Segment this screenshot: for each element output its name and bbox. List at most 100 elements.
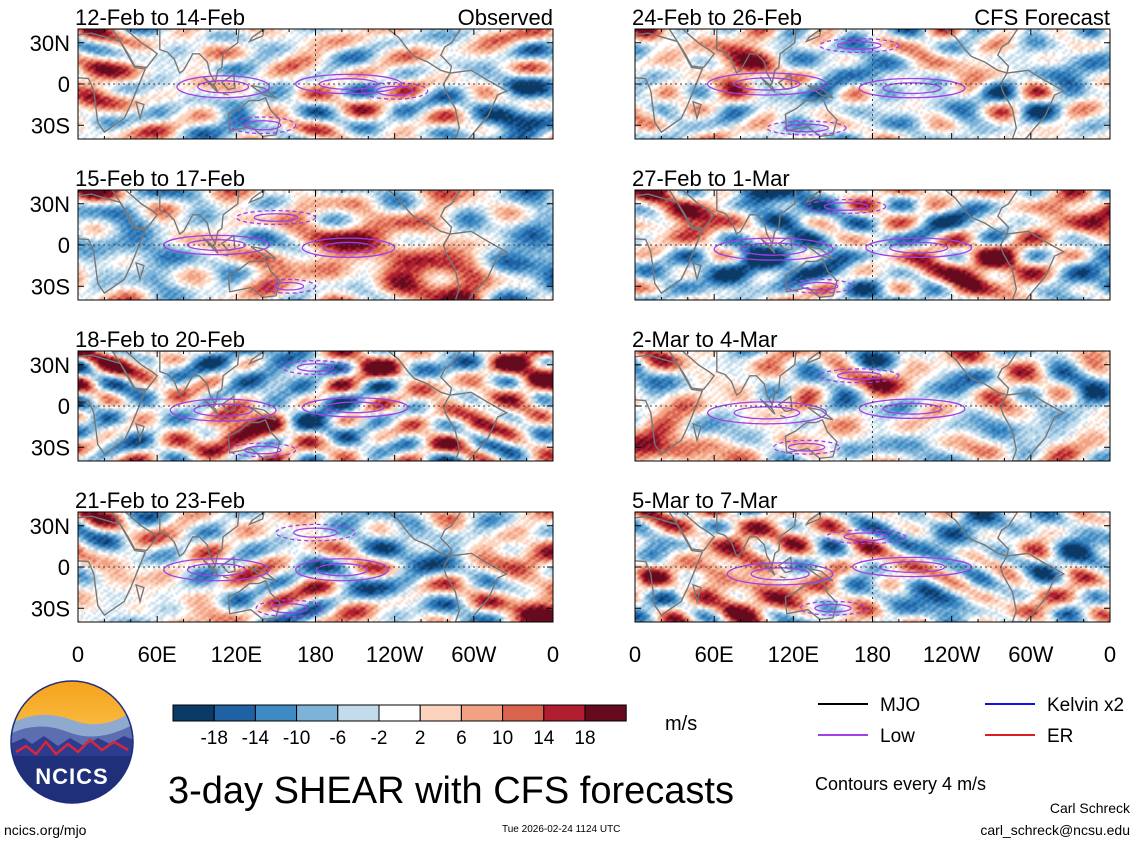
- low-contour: [243, 120, 282, 131]
- low-contour: [814, 603, 852, 613]
- x-tick-label: 120W: [366, 642, 424, 667]
- colorbar-label: 10: [492, 728, 513, 749]
- colorbar-label: -2: [371, 728, 388, 749]
- logo-graphic: NCICS: [10, 680, 134, 804]
- low-contour: [176, 75, 270, 99]
- x-tick-label: 120W: [923, 642, 981, 667]
- low-contour: [766, 120, 847, 136]
- x-tick-label: 0: [72, 642, 84, 667]
- colorbar-swatch: [213, 704, 256, 722]
- coastline: [635, 193, 704, 295]
- coastline: [220, 73, 236, 91]
- panel-title: 27-Feb to 1-Mar: [632, 166, 790, 191]
- coastline: [227, 579, 281, 621]
- panel-tag: Observed: [458, 5, 553, 30]
- low-contour: [197, 80, 250, 94]
- coastlines: [635, 190, 1066, 300]
- low-contour: [889, 241, 949, 254]
- y-tick-label: 30N: [30, 31, 70, 56]
- footer-timestamp: Tue 2026-02-24 1124 UTC: [502, 824, 621, 835]
- ncics-logo: NCICS: [10, 680, 134, 804]
- low-contour: [229, 442, 297, 458]
- y-tick-label: 0: [58, 72, 70, 97]
- colorbar-swatch: [378, 704, 421, 722]
- coastline: [247, 29, 265, 43]
- low-contour: [193, 403, 253, 417]
- coastline: [777, 556, 793, 574]
- legend-label: Low: [880, 726, 915, 747]
- low-contour: [786, 278, 854, 294]
- low-contour: [301, 397, 409, 418]
- x-axis-group: 0 60E 120E 180 120W 60W 0 0 60E 120E 180 120W 60W 0: [72, 642, 1116, 667]
- colorbar-label: 6: [456, 728, 467, 749]
- coastline: [250, 406, 277, 421]
- legend-label: Kelvin x2: [1047, 695, 1124, 716]
- footer-url: ncics.org/mjo: [4, 822, 87, 838]
- low-contour: [375, 85, 414, 97]
- map-panel: 30N 0 30S 12-Feb to 14-Feb Observed: [30, 5, 554, 140]
- colorbar-label: -6: [329, 728, 346, 749]
- figure-title: 3-day SHEAR with CFS forecasts: [168, 770, 734, 812]
- x-tick-label: 60W: [1008, 642, 1053, 667]
- coastlines: [635, 512, 1066, 622]
- colorbar-label: 2: [415, 728, 426, 749]
- coastline: [135, 261, 145, 283]
- low-contour: [823, 202, 869, 211]
- logo-text: NCICS: [35, 764, 108, 789]
- map-panel: 27-Feb to 1-Mar: [632, 166, 1111, 301]
- low-contour: [882, 82, 942, 95]
- low-contour: [733, 77, 801, 91]
- low-contour: [740, 242, 807, 256]
- low-contour: [235, 209, 317, 226]
- low-contour: [800, 281, 839, 291]
- coastlines: [78, 29, 509, 139]
- colorbar-swatch: [460, 704, 504, 722]
- low-contour: [843, 532, 889, 542]
- coastline: [159, 351, 240, 407]
- low-contour: [295, 73, 402, 95]
- coastline: [784, 418, 838, 460]
- coastline: [250, 245, 277, 260]
- coastline: [635, 354, 704, 456]
- x-tick-label: 120E: [211, 642, 262, 667]
- footer-email: carl_schreck@ncsu.edu: [980, 822, 1130, 838]
- y-tick-label: 0: [58, 394, 70, 419]
- coastline: [111, 29, 159, 69]
- coastline: [692, 583, 702, 605]
- low-contour: [169, 398, 277, 422]
- map-panel: 30N 0 30S 18-Feb to 20-Feb: [30, 327, 554, 462]
- map-panel: 5-Mar to 7-Mar: [632, 488, 1111, 623]
- coastline: [692, 422, 702, 444]
- colorbar-swatch: [584, 704, 627, 722]
- coastlines: [635, 29, 1066, 139]
- colorbar-swatch: [337, 704, 380, 722]
- map-panel: 30N 0 30S 21-Feb to 23-Feb: [30, 488, 554, 623]
- coastline: [202, 559, 219, 576]
- coastline: [999, 69, 1066, 139]
- low-contour: [229, 116, 297, 135]
- low-contour: [784, 123, 829, 133]
- colorbar-swatch: [502, 704, 545, 722]
- coastline: [222, 575, 229, 579]
- coastline: [807, 84, 834, 99]
- low-contour: [243, 445, 282, 455]
- coastline: [759, 559, 776, 576]
- y-tick-label: 30S: [31, 113, 70, 138]
- coastline: [159, 29, 240, 85]
- coastline: [135, 100, 145, 122]
- low-contour: [799, 600, 867, 616]
- panel-title: 2-Mar to 4-Mar: [632, 327, 777, 352]
- low-contour: [186, 239, 247, 251]
- footer-author: Carl Schreck: [1049, 800, 1130, 816]
- x-tick-label: 0: [547, 642, 559, 667]
- y-tick-label: 0: [58, 555, 70, 580]
- coastline: [111, 190, 159, 230]
- low-contour: [836, 41, 882, 50]
- x-tick-label: 180: [297, 642, 334, 667]
- coastline: [784, 96, 838, 138]
- low-contour: [733, 406, 801, 420]
- low-contours: [169, 359, 409, 458]
- coastline: [999, 391, 1066, 461]
- low-contour: [301, 237, 396, 259]
